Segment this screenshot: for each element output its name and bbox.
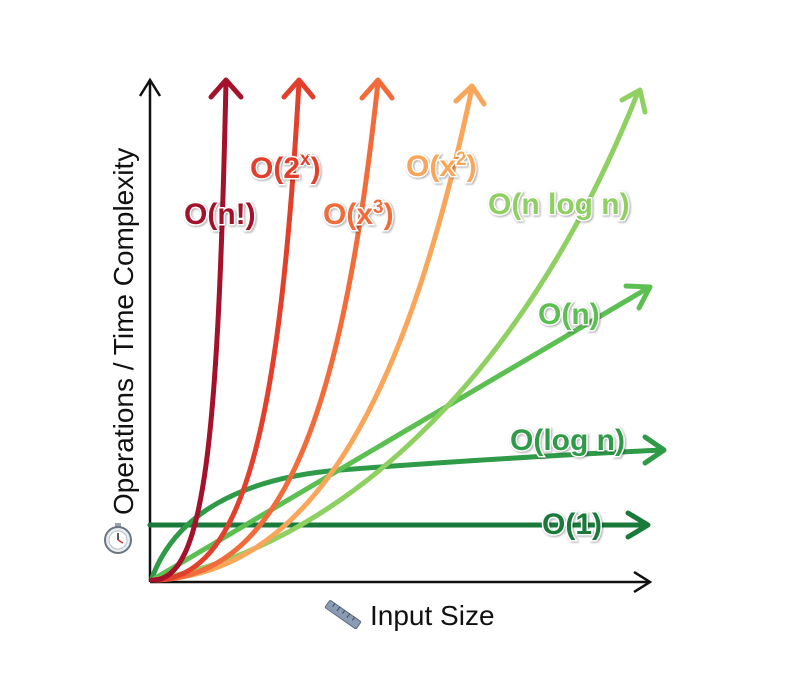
label-quadratic-close: ) xyxy=(467,150,477,183)
y-axis-label: Operations / Time Complexity xyxy=(108,148,139,515)
x-axis-arrowhead xyxy=(633,570,653,594)
curve-constant xyxy=(147,510,651,540)
curve-exponential xyxy=(149,77,316,583)
curve-nlogn-arrowhead xyxy=(619,87,648,115)
label-linear: O(n) xyxy=(538,298,600,331)
curve-cubic-line xyxy=(149,79,381,583)
curve-exponential-line xyxy=(149,79,302,583)
curve-log-arrowhead xyxy=(642,434,667,466)
label-nlogn: O(n log n) xyxy=(488,188,630,221)
y-axis-arrowhead xyxy=(138,77,162,97)
curve-linear-line xyxy=(149,285,651,583)
curve-exponential-arrowhead xyxy=(281,77,316,100)
curve-nlogn-line xyxy=(149,89,641,583)
label-cubic-base: O(x xyxy=(323,198,373,231)
curve-quadratic-line xyxy=(149,85,475,583)
label-cubic: O(x3) xyxy=(323,197,394,231)
label-quadratic-exp: 2 xyxy=(456,149,467,170)
curve-quadratic xyxy=(149,83,487,583)
curve-cubic-arrowhead xyxy=(359,77,395,101)
ruler-icon xyxy=(324,600,362,630)
label-log: O(log n) xyxy=(510,424,625,457)
label-exponential-close: ) xyxy=(311,152,321,185)
label-quadratic: O(x2) xyxy=(406,149,477,183)
x-axis-label: Input Size xyxy=(370,600,495,631)
label-exponential: O(2x) xyxy=(250,149,321,185)
label-exponential-exp: x xyxy=(300,149,311,170)
curve-nlogn xyxy=(149,87,648,583)
label-cubic-close: ) xyxy=(384,198,394,231)
curve-factorial-arrowhead xyxy=(208,77,244,100)
curve-linear xyxy=(149,283,653,583)
label-cubic-exp: 3 xyxy=(373,197,384,218)
label-constant: O(1) xyxy=(542,508,602,541)
curve-factorial-line xyxy=(149,79,229,583)
curve-cubic xyxy=(149,77,395,583)
curve-factorial xyxy=(149,77,244,583)
label-quadratic-base: O(x xyxy=(406,150,456,183)
stopwatch-icon xyxy=(104,523,132,554)
label-factorial: O(n!) xyxy=(184,198,256,231)
curve-quadratic-arrowhead xyxy=(453,83,487,107)
curve-linear-arrowhead xyxy=(623,283,653,311)
curve-constant-arrowhead xyxy=(625,510,651,540)
label-exponential-base: O(2 xyxy=(250,152,300,185)
